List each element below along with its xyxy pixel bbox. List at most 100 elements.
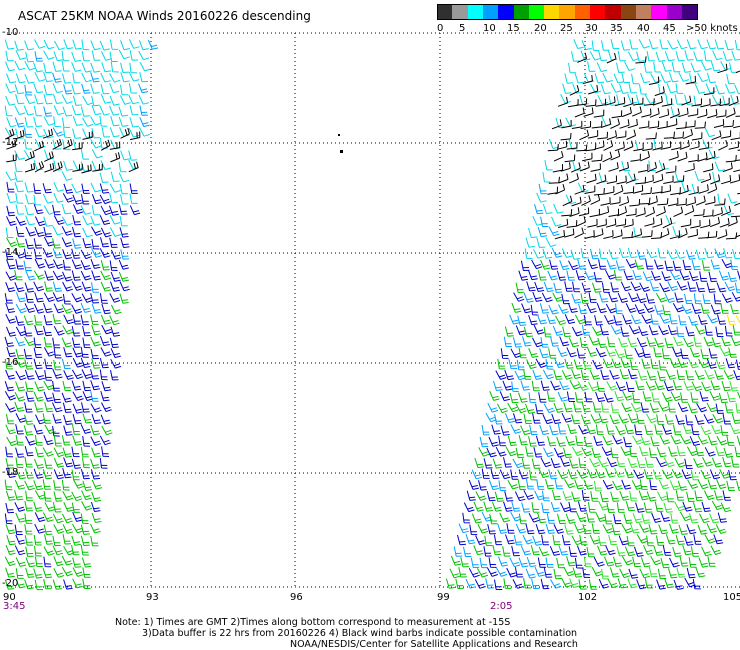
wind-barb (590, 414, 602, 424)
wind-barb (652, 96, 663, 106)
wind-barb (14, 282, 25, 293)
wind-barb (615, 303, 623, 315)
wind-barb (644, 217, 655, 227)
wind-barb (14, 545, 26, 556)
wind-barb (661, 98, 673, 107)
wind-barb (560, 162, 571, 172)
wind-barb (5, 567, 15, 578)
wind-barb (34, 458, 45, 469)
wind-barb (62, 73, 72, 84)
wind-barb (608, 162, 619, 172)
wind-barb (552, 325, 564, 336)
wind-barb (591, 120, 603, 129)
wind-barbs (4, 38, 740, 591)
wind-barb (679, 270, 691, 281)
wind-barb (147, 39, 159, 50)
wind-barb (34, 161, 45, 173)
wind-barb (583, 107, 594, 117)
wind-barb (523, 369, 532, 380)
wind-barb (564, 314, 576, 324)
wind-barb (673, 206, 684, 218)
wind-barb (25, 381, 34, 392)
wind-barb (52, 93, 63, 104)
wind-barb (588, 502, 596, 513)
wind-barb (33, 204, 44, 215)
wind-barb (80, 468, 90, 480)
wind-barb (491, 424, 501, 435)
wind-barb (511, 545, 520, 557)
wind-barb (603, 392, 614, 403)
wind-barb (618, 413, 629, 424)
wind-barb (15, 303, 27, 314)
wind-barb (671, 141, 682, 151)
wind-barb (52, 535, 61, 547)
wind-barb (587, 218, 598, 228)
wind-barb (72, 95, 82, 106)
wind-barb (489, 391, 500, 401)
wind-barb (649, 402, 660, 413)
wind-barb (629, 39, 639, 50)
wind-barb (619, 369, 630, 380)
wind-barb (62, 524, 74, 534)
wind-barb (483, 546, 492, 557)
wind-barb (619, 247, 629, 258)
wind-barb (713, 119, 725, 128)
wind-barb (686, 491, 695, 502)
wind-barb (550, 380, 561, 391)
wind-barb (630, 523, 640, 534)
wind-barb (589, 51, 601, 61)
wind-barb (43, 314, 53, 326)
wind-barb (654, 304, 664, 315)
wind-barb (611, 358, 622, 369)
wind-barb (520, 260, 530, 271)
wind-barb (120, 72, 130, 83)
wind-barb (553, 568, 562, 580)
wind-barb (529, 469, 538, 481)
wind-barb (670, 270, 682, 281)
wind-barb (61, 61, 70, 72)
wind-barb (483, 458, 493, 469)
wind-barb (578, 303, 588, 315)
wind-barb (561, 293, 570, 305)
wind-barb (643, 502, 653, 513)
wind-barb (656, 535, 665, 546)
wind-barb (81, 39, 90, 51)
wind-barb (91, 447, 101, 458)
wind-barb (468, 568, 480, 578)
wind-barb (71, 105, 82, 116)
wind-barb (488, 436, 499, 447)
wind-barb (99, 172, 109, 183)
wind-barb (711, 457, 723, 468)
wind-barb (5, 271, 17, 281)
wind-barb (53, 215, 65, 225)
wind-barb (686, 567, 696, 579)
wind-barb (657, 568, 667, 580)
wind-barb (120, 194, 129, 205)
wind-barb (24, 501, 33, 512)
wind-barb (15, 534, 26, 545)
wind-barb (52, 127, 64, 137)
wind-barb (138, 83, 149, 94)
wind-barb (33, 303, 45, 314)
wind-barb (721, 380, 731, 392)
wind-barb (82, 578, 91, 589)
wind-barb (697, 39, 708, 50)
wind-barb (531, 380, 540, 392)
wind-barb (522, 534, 534, 545)
wind-barb (53, 51, 64, 62)
wind-barb (15, 469, 27, 480)
wind-barb (651, 512, 662, 523)
legend-swatch (666, 4, 683, 19)
wind-barb (582, 358, 592, 370)
wind-barb (110, 304, 122, 315)
wind-barb (82, 215, 93, 226)
wind-barb (82, 567, 91, 578)
wind-barb (100, 414, 111, 425)
wind-barb (659, 434, 671, 445)
wind-barb (651, 185, 663, 194)
wind-barb (628, 568, 639, 579)
wind-barb (34, 402, 44, 413)
wind-barb (712, 50, 723, 61)
wind-barb (598, 292, 609, 303)
wind-barb (678, 107, 689, 118)
